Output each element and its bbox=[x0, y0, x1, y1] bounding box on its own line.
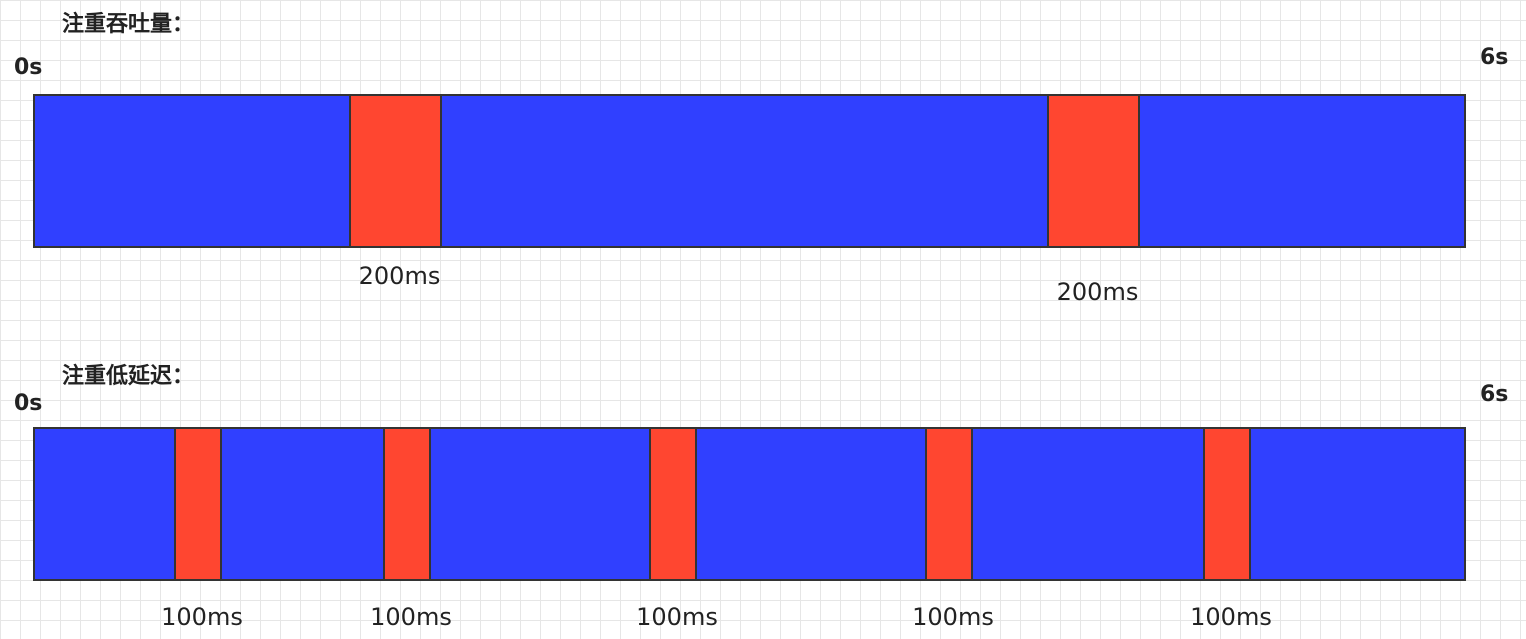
gc-pause bbox=[383, 427, 431, 581]
pause-label: 100ms bbox=[1190, 603, 1272, 631]
end-label: 6s bbox=[1480, 45, 1508, 70]
panel-title: 注重吞吐量： bbox=[62, 11, 194, 37]
panel-title: 注重低延迟： bbox=[62, 363, 194, 389]
pause-label: 100ms bbox=[370, 603, 452, 631]
start-label: 0s bbox=[14, 55, 42, 80]
pause-label: 100ms bbox=[912, 603, 994, 631]
gc-pause bbox=[174, 427, 222, 581]
pause-label: 200ms bbox=[1057, 278, 1139, 306]
end-label: 6s bbox=[1480, 382, 1508, 407]
gc-pause bbox=[925, 427, 973, 581]
start-label: 0s bbox=[14, 391, 42, 416]
pause-label: 100ms bbox=[636, 603, 718, 631]
pause-label: 100ms bbox=[161, 603, 243, 631]
gc-pause bbox=[649, 427, 697, 581]
gc-pause bbox=[1047, 94, 1140, 248]
timeline-bar bbox=[33, 94, 1466, 248]
gc-pause bbox=[1203, 427, 1251, 581]
gc-pause bbox=[349, 94, 442, 248]
pause-label: 200ms bbox=[359, 262, 441, 290]
